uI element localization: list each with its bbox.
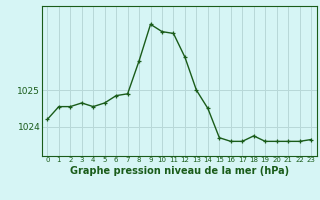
X-axis label: Graphe pression niveau de la mer (hPa): Graphe pression niveau de la mer (hPa) [70, 166, 289, 176]
